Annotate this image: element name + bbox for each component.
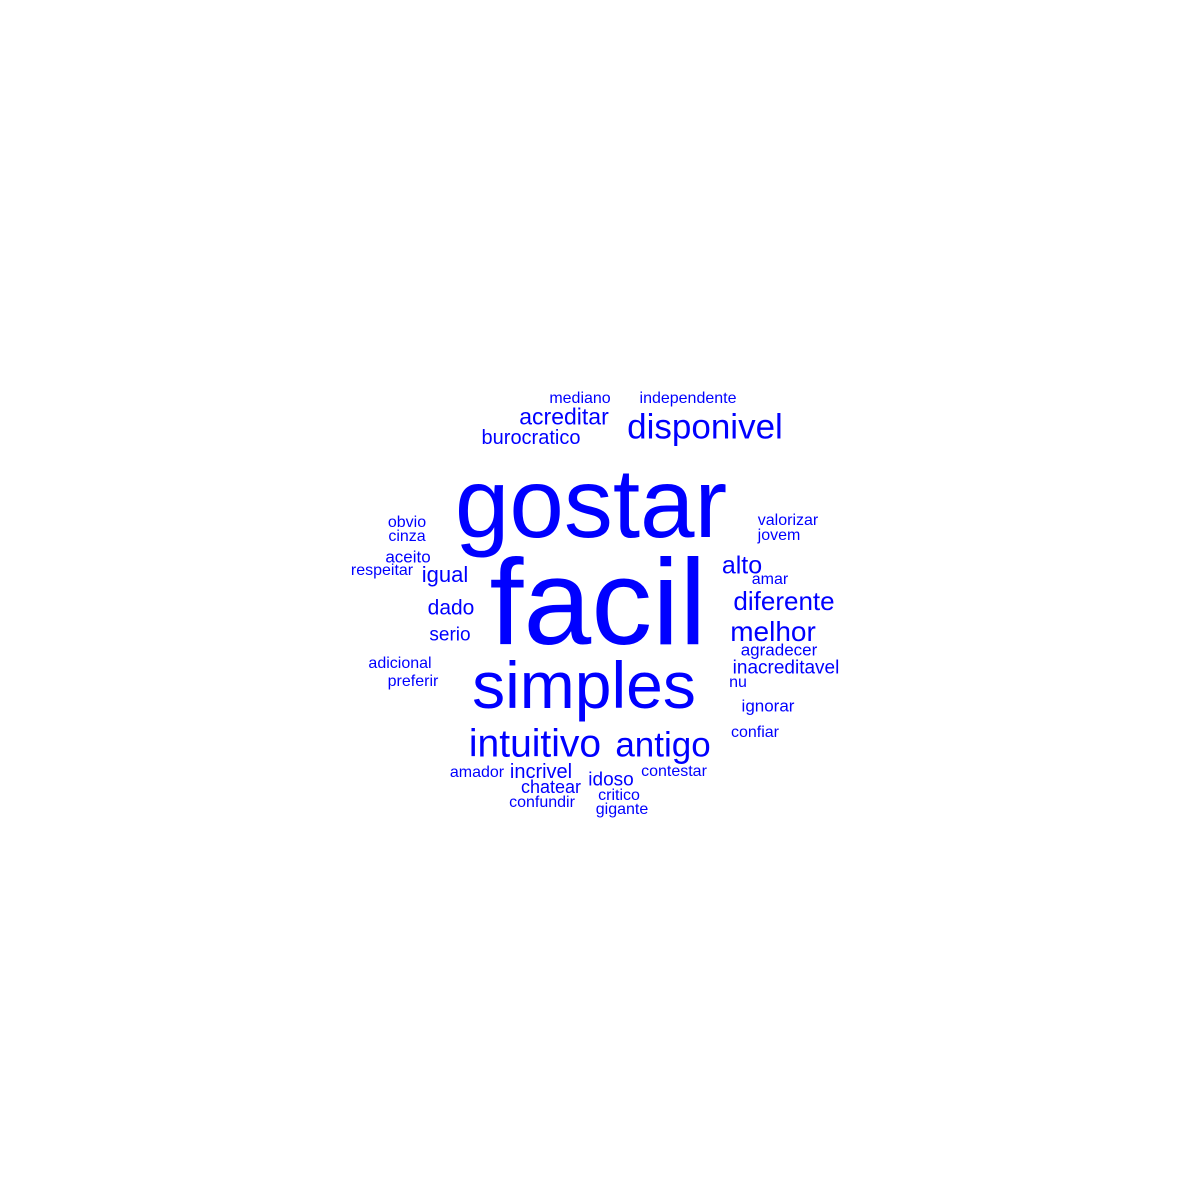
word-independente: independente [639,390,737,407]
word-diferente: diferente [733,586,835,616]
word-contestar: contestar [641,763,707,780]
word-chatear: chatear [520,777,582,797]
word-nu: nu [729,674,747,691]
word-idoso: idoso [588,769,634,791]
word-jovem: jovem [757,527,801,544]
word-serio: serio [429,624,471,646]
word-acreditar: acreditar [519,403,609,430]
word-respeitar: respeitar [350,562,414,579]
word-confiar: confiar [730,724,780,741]
word-intuitivo: intuitivo [468,722,602,766]
word-antigo: antigo [615,725,711,765]
word-gigante: gigante [595,801,649,818]
word-ignorar: ignorar [741,696,795,716]
word-disponivel: disponivel [627,407,783,447]
word-amar: amar [751,571,789,588]
word-gostar: gostar [454,448,728,558]
word-incrivel: incrivel [509,761,573,783]
word-melhor: melhor [730,616,816,647]
word-adicional: adicional [368,655,432,672]
word-burocratico: burocratico [481,427,581,449]
word-dado: dado [427,596,475,620]
word-simples: simples [472,648,696,722]
word-preferir: preferir [387,673,439,690]
word-alto: alto [721,551,763,580]
word-mediano: mediano [549,390,611,407]
word-cinza: cinza [388,528,426,545]
word-confundir: confundir [509,794,575,811]
word-amador: amador [449,764,505,781]
word-agradecer: agradecer [740,640,818,660]
word-aceito: aceito [385,547,431,567]
word-obvio: obvio [387,514,427,531]
word-critico: critico [598,787,640,804]
word-inacreditavel: inacreditavel [732,657,840,679]
word-facil: facil [489,534,707,670]
word-valorizar: valorizar [757,512,819,529]
word-igual: igual [421,562,469,587]
